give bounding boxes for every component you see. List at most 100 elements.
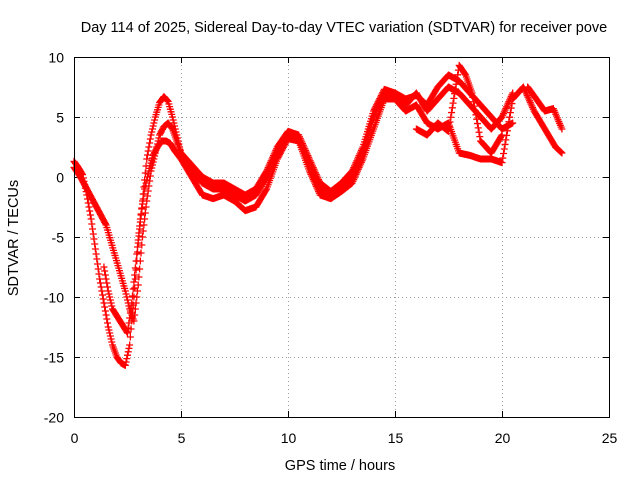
data-point [129,285,137,293]
data-point [127,304,135,312]
data-point [94,265,102,273]
data-point [101,267,109,275]
data-point [556,148,564,156]
data-point [507,104,515,112]
data-point [558,149,566,157]
data-point [498,159,506,167]
data-point [96,279,104,287]
data-marks [70,61,566,369]
y-tick-label: -20 [44,410,64,426]
x-tick-label: 5 [178,430,186,446]
data-point [91,245,99,253]
data-point [103,279,111,287]
y-axis-label: SDTVAR / TECUs [6,180,22,296]
data-point [136,265,144,273]
data-point [100,299,108,307]
y-tick-label: 0 [56,170,64,186]
data-point [143,192,151,200]
data-point [461,70,469,78]
data-point [124,324,132,332]
data-point [446,118,454,126]
data-point [107,299,115,307]
data-point [500,145,508,153]
data-point [146,135,154,143]
data-point [94,260,102,268]
data-point [506,113,514,121]
x-tick-label: 0 [71,430,79,446]
data-point [502,136,510,144]
data-point [143,176,151,184]
data-point [163,97,171,105]
data-point [101,271,109,279]
data-point [138,241,146,249]
data-point [105,326,113,334]
data-point [100,263,108,271]
data-point [131,305,139,313]
data-point [84,199,92,207]
data-point [148,125,156,133]
data-point [262,186,270,194]
data-point [500,150,508,158]
data-point [141,182,149,190]
data-point [89,230,97,238]
data-point [473,115,481,123]
data-point [126,341,134,349]
chart-title: Day 114 of 2025, Sidereal Day-to-day VTE… [81,20,608,36]
data-point [142,203,150,211]
data-point [144,147,152,155]
data-point [476,133,484,141]
y-tick-label: -15 [44,350,64,366]
data-point [101,220,109,228]
data-point [131,271,139,279]
data-point [124,351,131,359]
data-point [128,292,136,300]
data-point [126,333,134,341]
y-tick-label: -10 [44,290,64,306]
data-point [106,329,114,337]
data-point [454,71,462,79]
data-point [138,233,146,241]
data-point [123,355,131,363]
data-point [501,140,509,148]
data-point [135,273,143,281]
data-point [147,131,155,139]
data-point [471,106,479,114]
data-point [132,257,140,265]
data-point [121,361,129,369]
data-point [498,131,506,139]
data-point [106,296,114,304]
data-point [125,344,133,352]
data-point [506,109,514,117]
data-point [105,290,113,298]
data-point [144,187,152,195]
x-tick-label: 25 [602,430,618,446]
data-point [445,123,453,131]
data-point [131,311,139,319]
data-point [448,104,456,112]
data-point [92,250,100,258]
x-tick-label: 15 [388,430,404,446]
data-point [130,278,138,286]
data-point [89,225,97,233]
data-point [449,99,457,107]
data-point [143,197,151,205]
data-point [499,154,507,162]
data-point [122,290,130,298]
data-point [445,127,452,135]
data-point [451,85,459,93]
data-point [140,190,148,198]
y-tick-label: 5 [56,110,64,126]
data-point [508,100,516,108]
data-point [121,287,129,295]
data-point [451,90,459,98]
data-point [149,122,157,130]
y-tick-label: 10 [48,50,64,66]
x-tick-label: 20 [495,430,511,446]
data-point [145,143,153,151]
data-point [470,102,478,110]
data-point [139,227,147,235]
data-point [134,236,142,244]
data-point [450,94,458,102]
